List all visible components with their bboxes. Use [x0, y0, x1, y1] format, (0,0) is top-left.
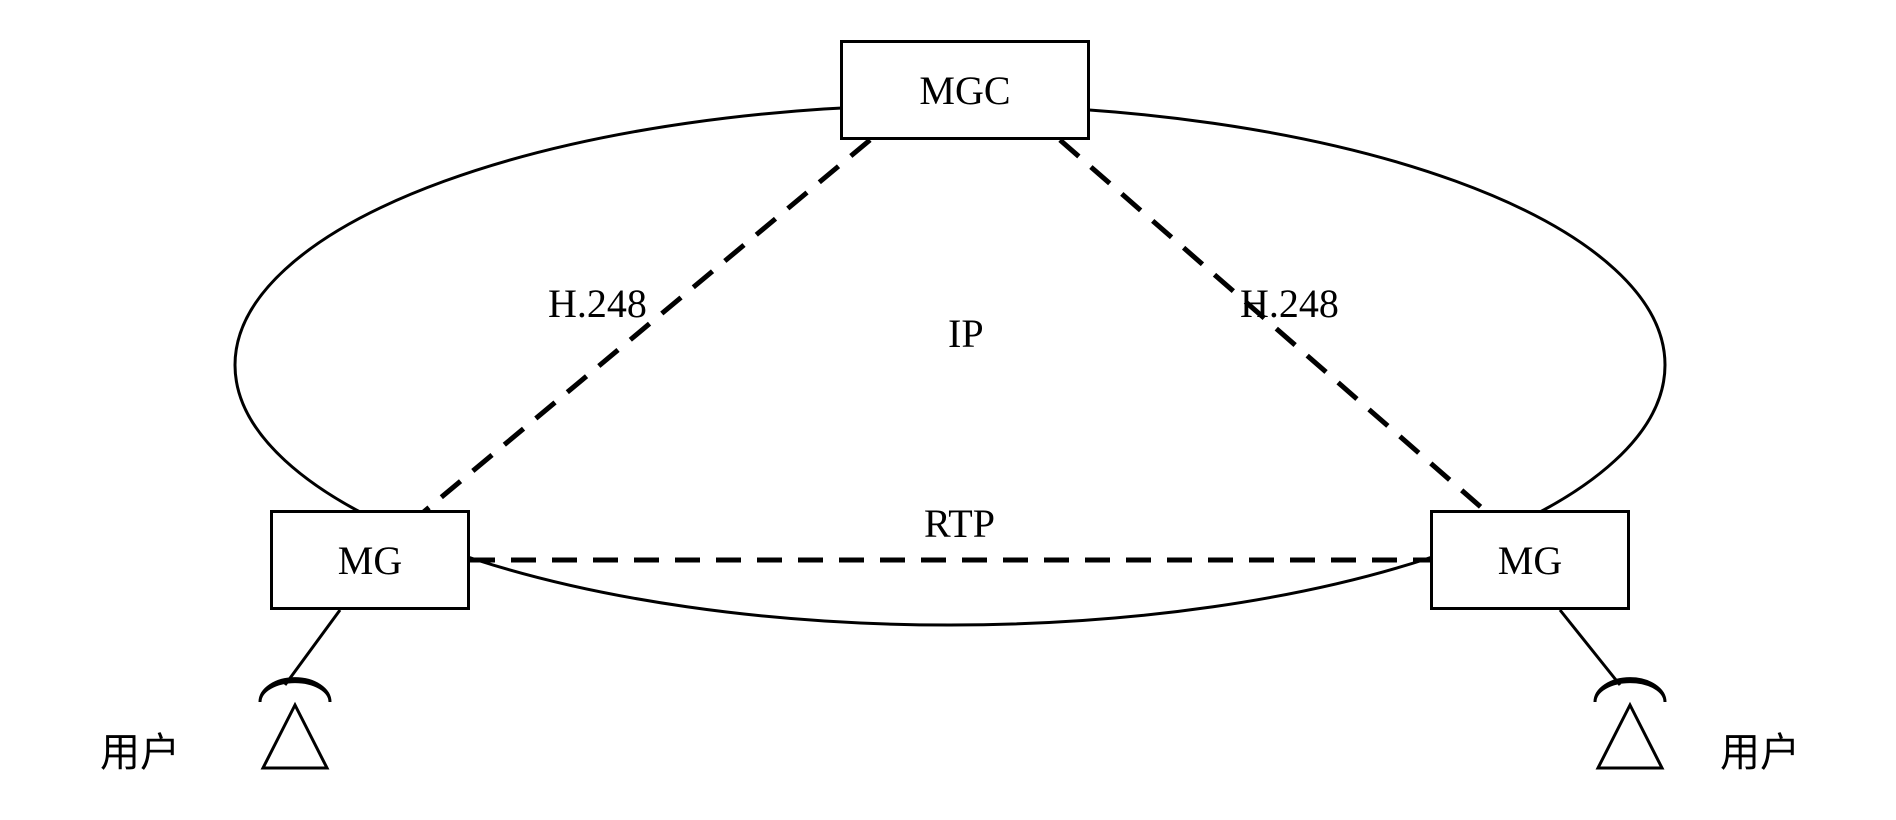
edge-user-right: [1560, 610, 1620, 685]
node-mg-right: MG: [1430, 510, 1630, 610]
edge-user-left: [285, 610, 340, 685]
node-mgc-label: MGC: [919, 67, 1010, 114]
label-ip: IP: [948, 310, 984, 357]
user-left-icon: [260, 679, 330, 768]
node-mg-left: MG: [270, 510, 470, 610]
label-user-right: 用户: [1720, 720, 1800, 778]
label-h248-right: H.248: [1240, 280, 1339, 327]
label-h248-left: H.248: [548, 280, 647, 327]
label-rtp: RTP: [918, 500, 1001, 547]
edge-h248-right: [1060, 140, 1490, 515]
user-right-icon: [1595, 679, 1665, 768]
node-mgc: MGC: [840, 40, 1090, 140]
label-user-left: 用户: [100, 720, 180, 778]
node-mg-left-label: MG: [338, 537, 402, 584]
node-mg-right-label: MG: [1498, 537, 1562, 584]
edge-h248-left: [420, 140, 870, 515]
